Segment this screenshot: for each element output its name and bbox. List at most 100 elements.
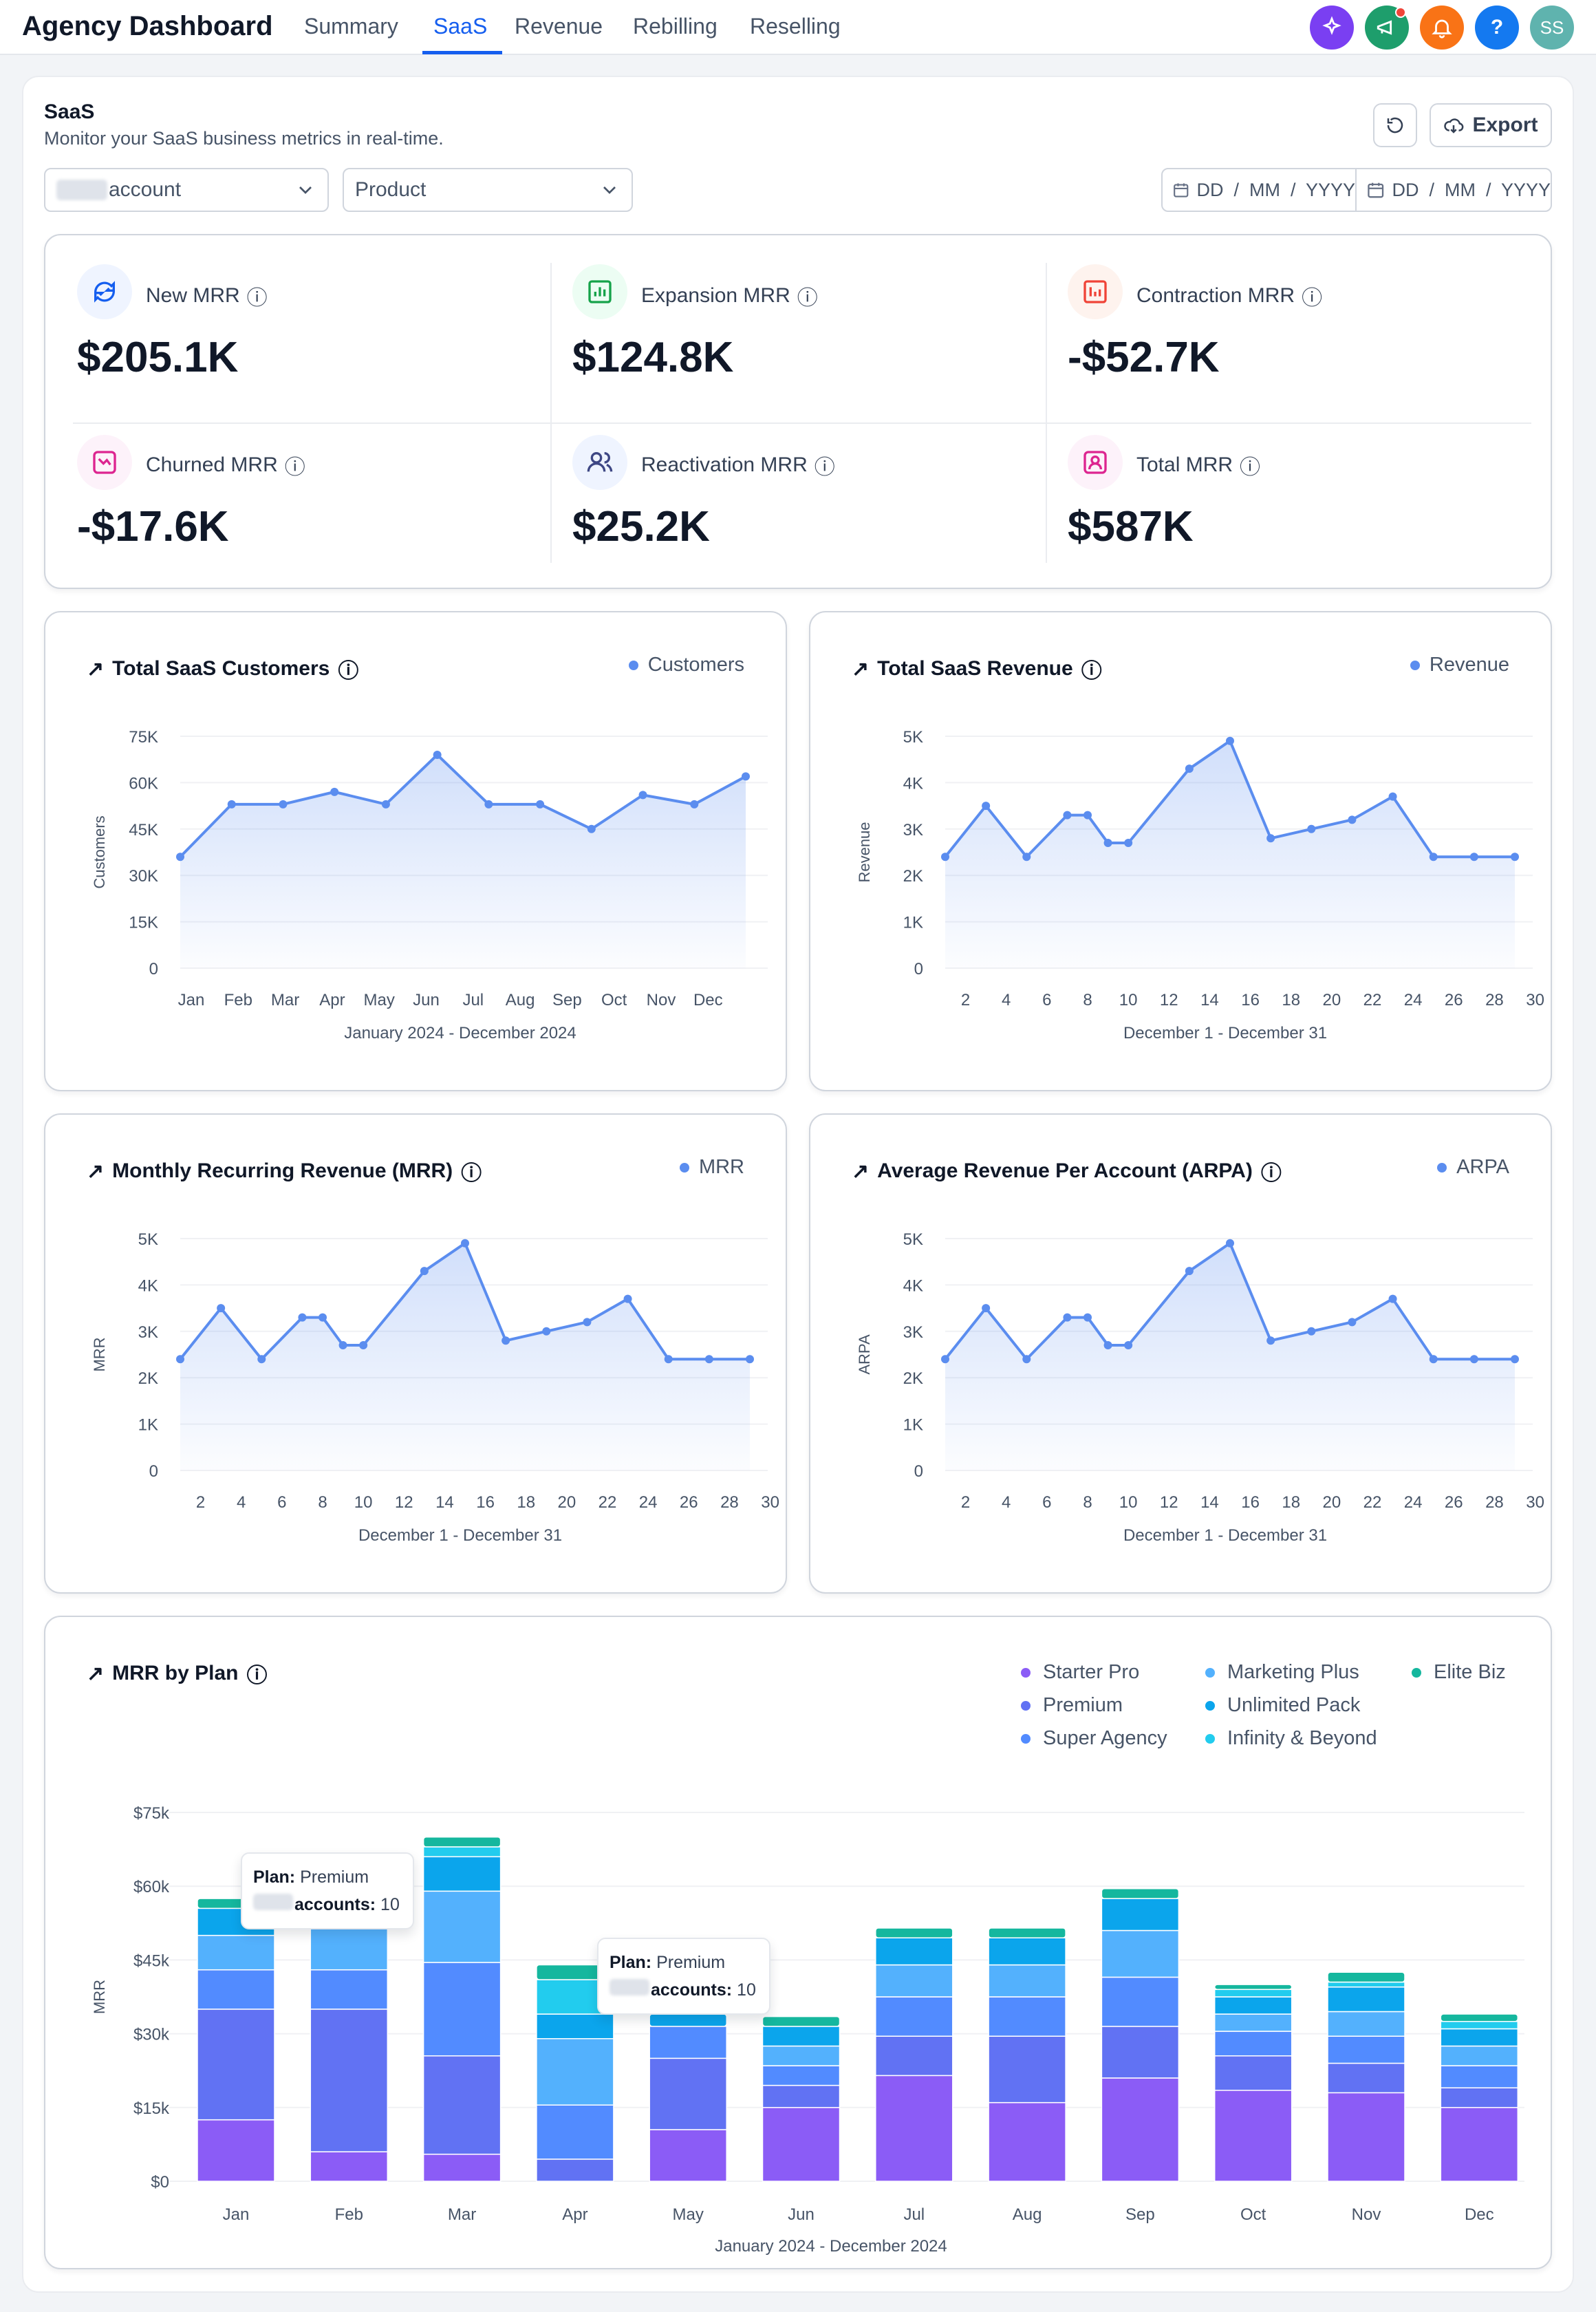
bar-segment (988, 1996, 1066, 2037)
bar-segment (762, 2065, 841, 2086)
bar-segment (988, 1927, 1066, 1938)
calendar-icon (1174, 183, 1189, 197)
data-point (176, 853, 184, 861)
date-to-placeholder: DD / MM / YYYY (1392, 179, 1551, 200)
bar-segment (1101, 1976, 1180, 2027)
data-point (1124, 1341, 1133, 1350)
product-select[interactable]: Product (343, 168, 633, 212)
data-point (1348, 815, 1357, 824)
y-tick-label: 5K (138, 1230, 158, 1249)
x-tick-label: 6 (277, 1493, 286, 1512)
x-tick-label: 10 (1119, 991, 1138, 1009)
data-point (227, 800, 236, 809)
bell-icon[interactable] (1420, 6, 1464, 50)
data-point (1266, 1336, 1275, 1345)
series-line (944, 1241, 1515, 1361)
data-point (502, 1336, 510, 1345)
refresh-button[interactable] (1373, 103, 1417, 147)
data-point (484, 800, 493, 809)
date-to-field[interactable]: DD / MM / YYYY (1355, 168, 1552, 212)
x-tick-label: 4 (237, 1493, 246, 1512)
chart-card-revenue: ↗ Total SaaS Revenue ⓘ Revenue 0 1K 2K 3K 4K 5K… (809, 611, 1552, 1091)
sparkles-icon[interactable] (1310, 6, 1354, 50)
x-tick-label: 8 (318, 1493, 327, 1512)
bar-segment (1327, 2062, 1405, 2094)
data-point (1429, 1355, 1438, 1364)
date-from-placeholder: DD / MM / YYYY (1196, 179, 1355, 200)
metric-value: $25.2K (572, 503, 710, 550)
tab-rebilling[interactable]: Rebilling (633, 14, 718, 39)
tooltip-plan: Premium (300, 1867, 369, 1887)
legend-label: Super Agency (1043, 1727, 1167, 1749)
data-point (381, 800, 390, 809)
chart-up-icon (572, 264, 627, 319)
tab-saas[interactable]: SaaS (433, 14, 488, 39)
y-axis-label: MRR (91, 1337, 108, 1371)
trend-up-icon: ↗ (87, 657, 105, 681)
bar-segment (875, 1937, 953, 1966)
y-tick-label: 3K (903, 821, 923, 839)
metric-label: New MRR (146, 284, 240, 307)
tooltip-plan-label: Plan: (253, 1867, 296, 1887)
legend-dot (1021, 1733, 1031, 1744)
series-line (179, 753, 746, 858)
legend-starter-pro: Starter Pro (1021, 1661, 1139, 1684)
y-tick-label: 4K (138, 1276, 158, 1295)
bar-segment (1440, 2028, 1519, 2047)
x-tick-label: Jul (462, 991, 484, 1009)
bar-segment (1327, 2092, 1405, 2182)
x-tick-label: May (673, 2205, 704, 2224)
bar-segment (875, 2075, 953, 2182)
x-tick-label: Nov (1352, 2205, 1381, 2224)
metric-contraction-mrr: Contraction MRR ⓘ -$52.7K (1036, 235, 1518, 400)
metric-value: $205.1K (77, 334, 239, 381)
x-tick-label: 26 (680, 1493, 698, 1512)
bar-segment (536, 2037, 614, 2106)
metric-expansion-mrr: Expansion MRR ⓘ $124.8K (541, 235, 1022, 400)
info-icon: ⓘ (461, 1162, 482, 1185)
section-subtitle: Monitor your SaaS business metrics in re… (44, 128, 444, 149)
bar-segment (422, 1836, 502, 1848)
tab-reselling[interactable]: Reselling (750, 14, 841, 39)
bar-segment (1440, 2107, 1519, 2182)
info-icon: ⓘ (338, 660, 359, 683)
account-select-value: account (109, 178, 182, 201)
x-tick-label: 30 (1526, 1493, 1544, 1512)
data-point (1022, 853, 1031, 861)
megaphone-icon[interactable] (1365, 6, 1409, 50)
help-icon[interactable]: ? (1475, 6, 1519, 50)
export-button[interactable]: Export (1430, 103, 1552, 147)
x-tick-label: 28 (720, 1493, 739, 1512)
user-square-icon (1068, 435, 1123, 490)
app-title: Agency Dashboard (22, 11, 273, 41)
tab-revenue[interactable]: Revenue (515, 14, 603, 39)
legend-label: Unlimited Pack (1227, 1694, 1361, 1716)
x-tick-label: 8 (1083, 1493, 1092, 1512)
x-tick-label: 16 (1241, 991, 1260, 1009)
legend-dot (1437, 1162, 1447, 1173)
metric-value: $587K (1068, 503, 1194, 550)
metric-label: Churned MRR (146, 453, 278, 476)
stacked-bar-chart: $0 $15k $30k $45k $60k $75k MRR Jan Feb Mar Apr May… (91, 1804, 1524, 2256)
bar-segment (197, 1969, 275, 2010)
x-tick-label: Aug (506, 991, 535, 1009)
x-tick-label: 24 (639, 1493, 658, 1512)
top-bar: Agency Dashboard Summary SaaS Revenue Re… (0, 0, 1596, 55)
date-from-field[interactable]: DD / MM / YYYY (1161, 168, 1357, 212)
account-select[interactable]: account (44, 168, 329, 212)
y-axis-label: Revenue (856, 822, 873, 882)
legend-label: ARPA (1456, 1156, 1509, 1178)
x-tick-label: Dec (1465, 2205, 1494, 2224)
bar-segment (536, 2104, 614, 2160)
series-line (944, 739, 1515, 859)
data-point (1469, 1355, 1478, 1364)
bar-segment (536, 2013, 614, 2040)
legend-label: Infinity & Beyond (1227, 1727, 1377, 1749)
bar-segment (762, 2107, 841, 2182)
x-tick-label: 18 (1282, 1493, 1300, 1512)
tab-summary[interactable]: Summary (304, 14, 398, 39)
chart-legend: Revenue (1410, 654, 1509, 676)
x-tick-label: Jan (223, 2205, 250, 2224)
avatar[interactable]: SS (1530, 6, 1574, 50)
x-tick-label: 14 (1200, 991, 1219, 1009)
